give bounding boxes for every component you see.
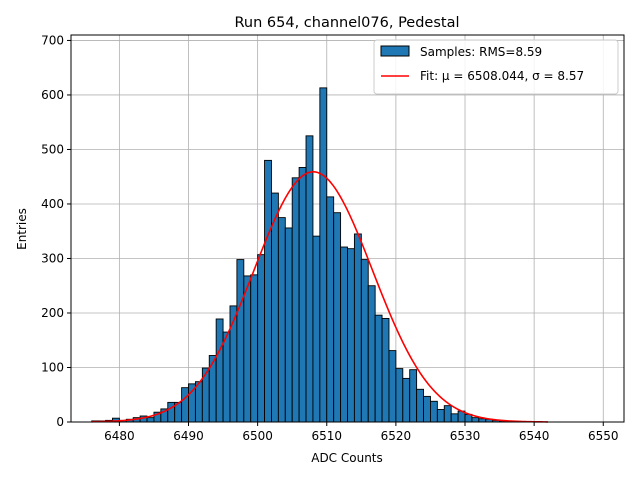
histogram-bar bbox=[291, 177, 300, 423]
x-axis-ticks: 6480 6490 6500 6510 6520 6530 6540 6550 bbox=[104, 422, 619, 443]
x-tick-label: 6500 bbox=[242, 429, 273, 443]
histogram-bar bbox=[367, 285, 376, 423]
histogram-bar bbox=[264, 159, 272, 423]
y-axis-ticks: 0 100 200 300 400 500 600 700 bbox=[41, 33, 71, 429]
histogram-bar bbox=[471, 417, 480, 423]
histogram-bar bbox=[326, 196, 335, 423]
histogram-bars bbox=[91, 87, 542, 423]
histogram-bar bbox=[340, 246, 348, 423]
histogram-bar bbox=[409, 369, 418, 423]
histogram-bar bbox=[319, 87, 328, 423]
y-tick-label: 600 bbox=[41, 88, 64, 102]
histogram-bar bbox=[381, 317, 390, 423]
histogram-bar bbox=[181, 387, 189, 423]
x-tick-label: 6490 bbox=[173, 429, 204, 443]
histogram-bar bbox=[222, 331, 231, 423]
y-tick-label: 400 bbox=[41, 197, 64, 211]
histogram-bar bbox=[443, 405, 452, 423]
histogram-bar bbox=[360, 259, 369, 423]
histogram-bar bbox=[374, 314, 383, 423]
histogram-bar bbox=[347, 248, 355, 423]
histogram-bar bbox=[353, 233, 362, 423]
fit-curve bbox=[91, 171, 548, 423]
plot-frame bbox=[70, 34, 625, 423]
y-tick-label: 0 bbox=[56, 415, 64, 429]
grid-lines bbox=[71, 35, 624, 423]
legend-label-fit: Fit: μ = 6508.044, σ = 8.57 bbox=[420, 69, 584, 83]
histogram-bar bbox=[257, 254, 266, 423]
y-tick-label: 100 bbox=[41, 360, 64, 374]
histogram-bar bbox=[388, 350, 397, 423]
legend-label-histogram: Samples: RMS=8.59 bbox=[420, 45, 542, 59]
histogram-bar bbox=[167, 401, 176, 423]
histogram-bar bbox=[277, 217, 286, 423]
histogram-bar bbox=[284, 227, 293, 423]
histogram-bar bbox=[450, 413, 459, 423]
y-tick-label: 500 bbox=[41, 142, 64, 156]
x-tick-label: 6520 bbox=[381, 429, 412, 443]
y-tick-label: 200 bbox=[41, 306, 64, 320]
histogram-bar bbox=[271, 192, 279, 423]
histogram-bar bbox=[402, 377, 411, 423]
histogram-bar bbox=[236, 259, 245, 423]
x-tick-label: 6540 bbox=[519, 429, 550, 443]
histogram-bar bbox=[215, 318, 224, 423]
x-tick-label: 6510 bbox=[311, 429, 342, 443]
x-axis-label: ADC Counts bbox=[311, 451, 383, 465]
histogram-bar bbox=[250, 274, 259, 423]
histogram-bar bbox=[312, 235, 321, 423]
chart-title: Run 654, channel076, Pedestal bbox=[234, 15, 459, 31]
legend-swatch-histogram bbox=[380, 45, 410, 57]
legend: Samples: RMS=8.59 Fit: μ = 6508.044, σ =… bbox=[373, 39, 619, 95]
histogram-bar bbox=[298, 167, 307, 423]
histogram-bar bbox=[395, 368, 404, 423]
y-tick-label: 700 bbox=[41, 33, 64, 47]
histogram-bar bbox=[229, 305, 238, 423]
x-tick-label: 6480 bbox=[104, 429, 135, 443]
y-tick-label: 300 bbox=[41, 251, 64, 265]
x-tick-label: 6530 bbox=[450, 429, 481, 443]
histogram-bar bbox=[194, 381, 203, 423]
histogram-bar bbox=[430, 400, 438, 423]
histogram-bar bbox=[436, 409, 445, 423]
histogram-bar bbox=[305, 135, 314, 423]
y-axis-label: Entries bbox=[15, 208, 29, 250]
histogram-bar bbox=[416, 388, 424, 423]
histogram-bar bbox=[146, 417, 155, 423]
legend-box bbox=[373, 39, 619, 95]
histogram-bar bbox=[333, 212, 342, 423]
histogram-bar bbox=[423, 395, 431, 423]
histogram-bar bbox=[243, 275, 252, 423]
x-tick-label: 6550 bbox=[588, 429, 619, 443]
